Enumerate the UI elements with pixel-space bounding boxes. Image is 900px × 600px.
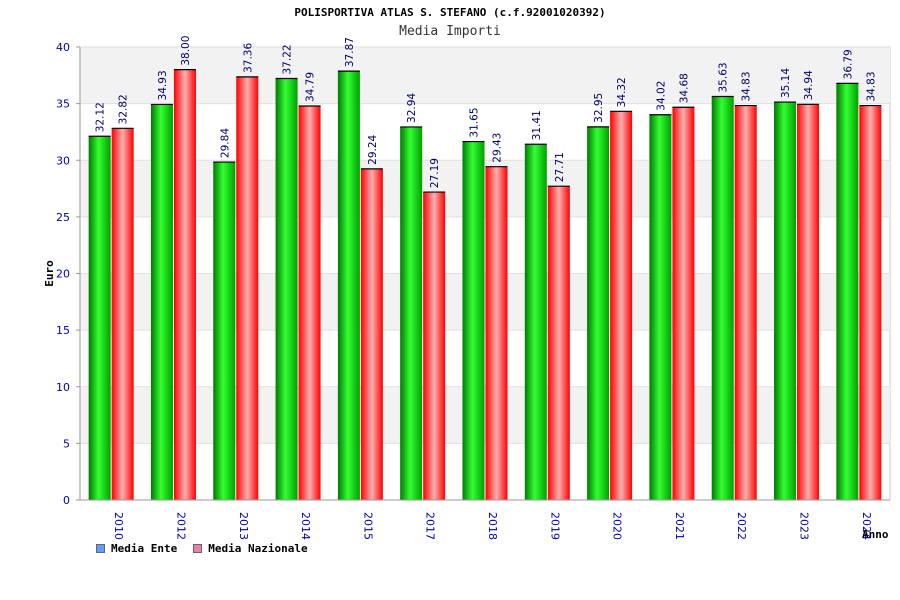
y-tick-label: 15	[56, 324, 70, 337]
bar-media-ente	[150, 104, 173, 500]
bars	[88, 69, 882, 501]
bar-media-nazionale	[610, 111, 633, 501]
data-label: 32.82	[118, 94, 130, 124]
data-label: 34.83	[865, 71, 877, 101]
bar-media-ente	[524, 144, 547, 501]
legend-swatch	[96, 544, 105, 553]
y-tick-label: 25	[56, 211, 70, 224]
y-tick-label: 35	[56, 98, 70, 111]
x-tick-label: 2013	[237, 512, 250, 540]
x-tick-label: 2022	[735, 512, 748, 540]
data-label: 32.12	[95, 102, 107, 132]
data-label: 37.87	[344, 37, 356, 67]
data-label: 35.14	[780, 68, 792, 98]
bar-media-ente	[213, 162, 236, 500]
x-axis-title: Anno	[862, 528, 889, 541]
data-label: 37.22	[282, 44, 294, 74]
grid-band	[80, 386, 890, 444]
bar-media-nazionale	[672, 107, 695, 501]
bar-media-nazionale	[859, 105, 882, 501]
legend-item-media-ente: Media Ente	[96, 542, 177, 555]
bar-media-nazionale	[360, 168, 383, 500]
labels: 0 5 10 15 20 25 30 35 40 32.12 32.82 2010 34.93 38.00…	[43, 36, 889, 541]
bar-media-nazionale	[423, 192, 446, 501]
data-label: 34.93	[157, 70, 169, 100]
data-label: 34.02	[655, 81, 667, 111]
bar-media-nazionale	[734, 105, 757, 501]
x-tick-label: 2019	[548, 512, 561, 540]
data-label: 34.83	[741, 71, 753, 101]
legend-swatch	[193, 544, 203, 553]
data-label: 36.79	[842, 49, 854, 79]
y-tick-label: 10	[56, 381, 70, 394]
bar-media-nazionale	[111, 128, 134, 500]
bar-media-ente	[711, 96, 734, 501]
legend-label: Media Ente	[111, 542, 178, 555]
y-tick-label: 40	[56, 41, 70, 54]
data-label: 31.41	[531, 110, 543, 140]
data-label: 34.32	[616, 77, 628, 107]
x-tick-label: 2018	[486, 512, 499, 540]
data-label: 38.00	[180, 36, 192, 66]
x-tick-label: 2010	[112, 512, 125, 540]
data-label: 34.68	[678, 73, 690, 103]
y-tick-label: 30	[56, 154, 70, 167]
y-tick-label: 20	[56, 268, 70, 281]
grid-band	[80, 47, 890, 104]
bar-media-nazionale	[797, 104, 820, 500]
bar-media-ente	[836, 83, 859, 501]
y-axis-title: Euro	[43, 260, 56, 287]
bar-media-ente	[88, 136, 111, 500]
bar-media-ente	[337, 71, 360, 500]
axes	[76, 46, 890, 501]
data-label: 29.24	[367, 134, 379, 164]
x-tick-label: 2015	[361, 512, 374, 540]
chart-subtitle: Media Importi	[399, 24, 501, 39]
bar-media-ente	[774, 102, 797, 501]
data-label: 32.94	[406, 93, 418, 123]
grid-band	[80, 160, 890, 217]
x-tick-label: 2024	[860, 512, 873, 540]
legend-label: Media Nazionale	[208, 542, 308, 555]
data-label: 37.36	[242, 43, 254, 73]
data-label: 29.43	[492, 133, 504, 163]
bar-media-nazionale	[485, 166, 508, 500]
bar-media-nazionale	[547, 186, 570, 500]
data-label: 34.79	[305, 72, 317, 102]
data-label: 29.84	[219, 128, 231, 158]
bar-media-nazionale	[173, 69, 196, 501]
y-tick-label: 5	[63, 437, 70, 450]
bar-media-nazionale	[298, 106, 321, 501]
data-label: 35.63	[718, 62, 730, 92]
x-tick-label: 2017	[424, 512, 437, 540]
data-label: 27.71	[554, 152, 566, 182]
bar-media-ente	[275, 78, 298, 501]
bar-media-nazionale	[236, 76, 259, 500]
chart-title: POLISPORTIVA ATLAS S. STEFANO (c.f.92001…	[294, 6, 606, 19]
x-tick-label: 2021	[673, 512, 686, 540]
legend-item-media-nazionale: Media Nazionale	[193, 542, 308, 555]
x-tick-label: 2014	[299, 512, 312, 540]
bar-media-ente	[587, 126, 610, 500]
y-tick-label: 0	[63, 494, 70, 507]
data-label: 34.94	[803, 70, 815, 100]
x-tick-label: 2023	[798, 512, 811, 540]
bar-media-ente	[400, 126, 423, 500]
data-label: 31.65	[469, 108, 481, 138]
bar-media-ente	[462, 141, 485, 500]
data-label: 27.19	[429, 158, 441, 188]
grid-band	[80, 273, 890, 331]
x-tick-label: 2012	[174, 512, 187, 540]
bar-media-ente	[649, 114, 672, 500]
data-label: 32.95	[593, 93, 605, 123]
x-tick-label: 2020	[611, 512, 624, 540]
legend: Media Ente Media Nazionale	[96, 542, 308, 555]
